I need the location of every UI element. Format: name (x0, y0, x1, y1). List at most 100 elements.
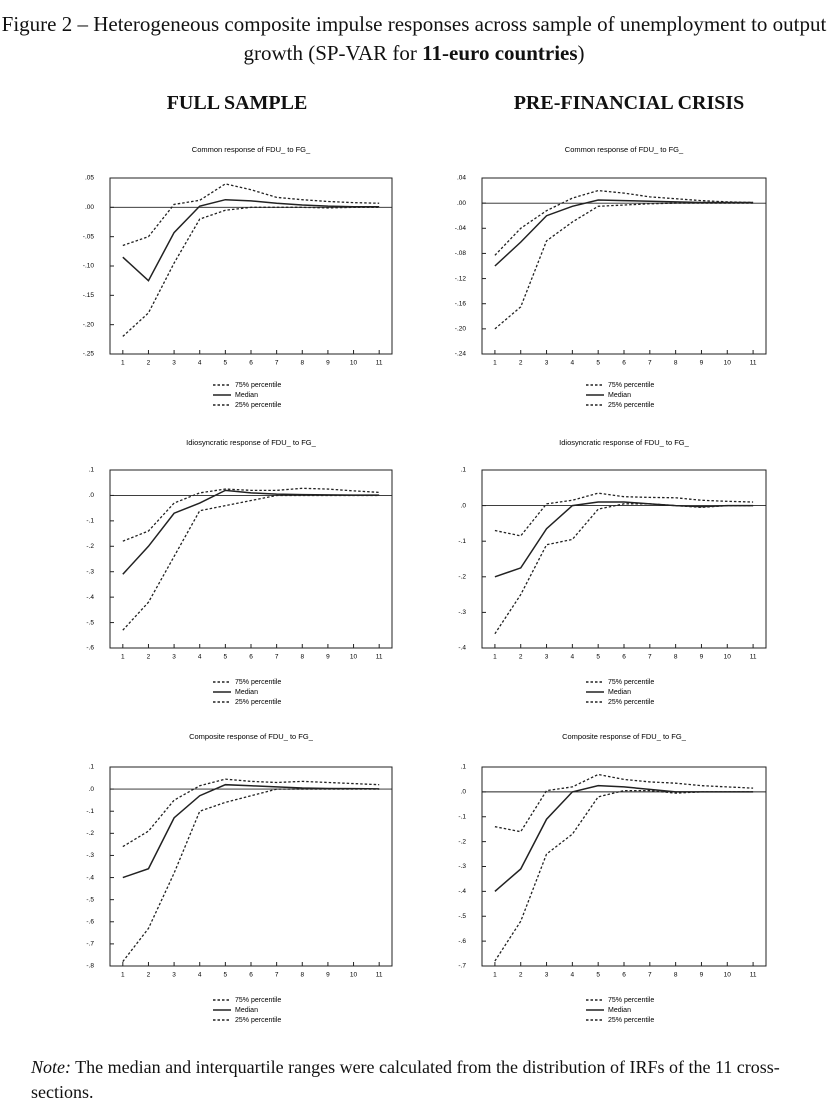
y-tick-label: -.1 (86, 808, 94, 815)
x-tick-label: 11 (750, 360, 757, 367)
x-tick-label: 10 (350, 654, 358, 661)
x-tick-label: 11 (376, 654, 383, 661)
x-tick-label: 3 (172, 654, 176, 661)
y-tick-label: -.3 (86, 568, 94, 575)
y-tick-label: -.20 (83, 321, 95, 328)
y-tick-label: -.7 (458, 963, 466, 970)
x-tick-label: 9 (700, 654, 704, 661)
x-tick-label: 8 (674, 654, 678, 661)
legend-label: 25% percentile (235, 1017, 281, 1024)
y-tick-label: -.04 (455, 225, 467, 232)
legend-label: 75% percentile (608, 997, 654, 1004)
y-tick-label: -.5 (86, 619, 94, 626)
chart-title: Common response of FDU_ to FG_ (192, 145, 311, 154)
x-tick-label: 4 (571, 654, 575, 661)
y-tick-label: .1 (89, 467, 95, 474)
y-tick-label: .04 (457, 175, 466, 182)
legend-label: Median (608, 1007, 631, 1014)
y-tick-label: -.15 (83, 292, 95, 299)
legend-label: 25% percentile (235, 699, 281, 706)
y-tick-label: -.2 (458, 838, 466, 845)
x-tick-label: 7 (275, 654, 279, 661)
x-tick-label: 6 (249, 654, 253, 661)
plot-frame (109, 177, 393, 355)
y-tick-label: -.24 (455, 351, 467, 358)
x-tick-label: 3 (172, 360, 176, 367)
chart-title: Composite response of FDU_ to FG_ (189, 732, 314, 741)
legend-label: 75% percentile (235, 382, 281, 389)
title-text: ) (577, 41, 585, 65)
plot-frame (481, 766, 767, 967)
x-tick-label: 6 (622, 360, 626, 367)
x-tick-label: 2 (519, 360, 523, 367)
x-tick-label: 5 (224, 972, 228, 979)
y-tick-label: -.25 (83, 351, 95, 358)
x-tick-label: 11 (376, 972, 383, 979)
x-tick-label: 8 (300, 972, 304, 979)
legend-label: Median (235, 1007, 258, 1014)
y-tick-label: -.2 (86, 543, 94, 550)
legend-label: 75% percentile (235, 997, 281, 1004)
series-line (494, 492, 754, 537)
plot-frame (481, 177, 767, 355)
y-tick-label: -.3 (458, 609, 466, 616)
x-tick-label: 10 (724, 654, 732, 661)
x-tick-label: 5 (596, 654, 600, 661)
y-tick-label: -.8 (86, 963, 94, 970)
series-line (494, 202, 754, 330)
series-line (122, 487, 380, 542)
x-tick-label: 2 (147, 654, 151, 661)
y-tick-label: -.1 (86, 518, 94, 525)
legend-label: 75% percentile (608, 679, 654, 686)
x-tick-label: 7 (275, 972, 279, 979)
x-tick-label: 7 (275, 360, 279, 367)
y-tick-label: .0 (461, 789, 467, 796)
x-tick-label: 9 (326, 972, 330, 979)
x-tick-label: 1 (121, 360, 125, 367)
x-tick-label: 8 (674, 972, 678, 979)
x-tick-label: 11 (376, 360, 383, 367)
y-tick-label: .00 (85, 204, 94, 211)
y-tick-label: -.6 (86, 918, 94, 925)
x-tick-label: 5 (224, 654, 228, 661)
y-tick-label: -.6 (458, 938, 466, 945)
x-tick-label: 1 (493, 972, 497, 979)
y-tick-label: -.4 (86, 594, 94, 601)
y-tick-label: .05 (85, 175, 94, 182)
y-tick-label: -.4 (458, 645, 466, 652)
series-line (122, 783, 380, 879)
x-tick-label: 7 (648, 972, 652, 979)
legend-label: Median (235, 392, 258, 399)
title-bold: 11-euro countries (422, 41, 578, 65)
x-tick-label: 9 (700, 360, 704, 367)
plot-frame (109, 469, 393, 649)
note-text: The median and interquartile ranges were… (31, 1057, 780, 1102)
x-tick-label: 7 (648, 654, 652, 661)
x-tick-label: 2 (519, 654, 523, 661)
title-text: Figure 2 – Heterogeneous composite impul… (1, 12, 827, 65)
x-tick-label: 9 (700, 972, 704, 979)
series-line (122, 183, 380, 247)
x-tick-label: 10 (350, 360, 358, 367)
series-line (494, 784, 754, 892)
x-tick-label: 6 (622, 972, 626, 979)
x-tick-label: 10 (350, 972, 358, 979)
x-tick-label: 10 (724, 972, 732, 979)
chart-title: Composite response of FDU_ to FG_ (562, 732, 687, 741)
x-tick-label: 8 (300, 360, 304, 367)
x-tick-label: 9 (326, 654, 330, 661)
series-line (494, 199, 754, 267)
x-tick-label: 4 (198, 972, 202, 979)
chart-title: Common response of FDU_ to FG_ (565, 145, 684, 154)
y-tick-label: -.5 (458, 913, 466, 920)
note-label: Note: (31, 1057, 71, 1077)
x-tick-label: 3 (545, 654, 549, 661)
y-tick-label: -.12 (455, 275, 467, 282)
x-tick-label: 11 (750, 972, 757, 979)
x-tick-label: 3 (172, 972, 176, 979)
x-tick-label: 1 (493, 360, 497, 367)
y-tick-label: -.3 (86, 852, 94, 859)
x-tick-label: 3 (545, 360, 549, 367)
